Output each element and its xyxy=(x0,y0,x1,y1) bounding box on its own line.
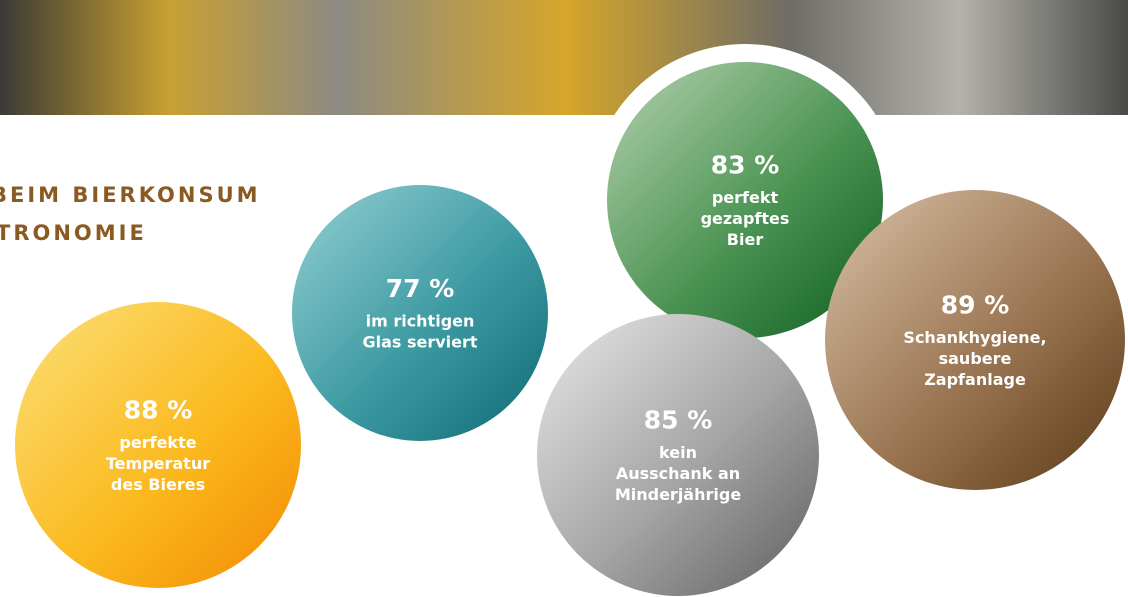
bubble-label: Glas serviert xyxy=(362,333,477,352)
bubble-percent: 85 % xyxy=(644,406,713,435)
infographic: BEIM BIERKONSUM TRONOMIE 83 % perfekt geza… xyxy=(0,0,1128,597)
page: BEIM BIERKONSUM TRONOMIE 83 % perfekt geza… xyxy=(0,0,1128,597)
bubble-label: Zapfanlage xyxy=(924,370,1026,389)
heading: TRONOMIE xyxy=(0,221,147,245)
bubble-label: im richtigen xyxy=(366,312,475,331)
bubble-label: gezapftes xyxy=(701,209,790,228)
bubble-label: perfekte xyxy=(119,433,196,452)
bubble-percent: 83 % xyxy=(711,151,780,180)
bubbles: 83 % perfekt gezapftes Bier 77 % im richtigen… xyxy=(15,62,1125,596)
header-photo xyxy=(0,0,1128,115)
bubble-label: perfekt xyxy=(712,188,779,207)
bubble-percent: 88 % xyxy=(124,396,193,425)
bubble-label: Schankhygiene, xyxy=(903,328,1046,347)
bubble-label: Temperatur xyxy=(106,454,210,473)
bubble-label: Bier xyxy=(727,230,764,249)
heading: BEIM BIERKONSUM xyxy=(0,183,261,207)
bubble-percent: 89 % xyxy=(941,291,1010,320)
bubble-label: kein xyxy=(659,443,697,462)
bubble-label: Minderjährige xyxy=(615,485,741,504)
bubble-label: des Bieres xyxy=(111,475,205,494)
bubble-label: Ausschank an xyxy=(616,464,740,483)
bubble-percent: 77 % xyxy=(386,274,455,303)
bubble-label: saubere xyxy=(939,349,1012,368)
